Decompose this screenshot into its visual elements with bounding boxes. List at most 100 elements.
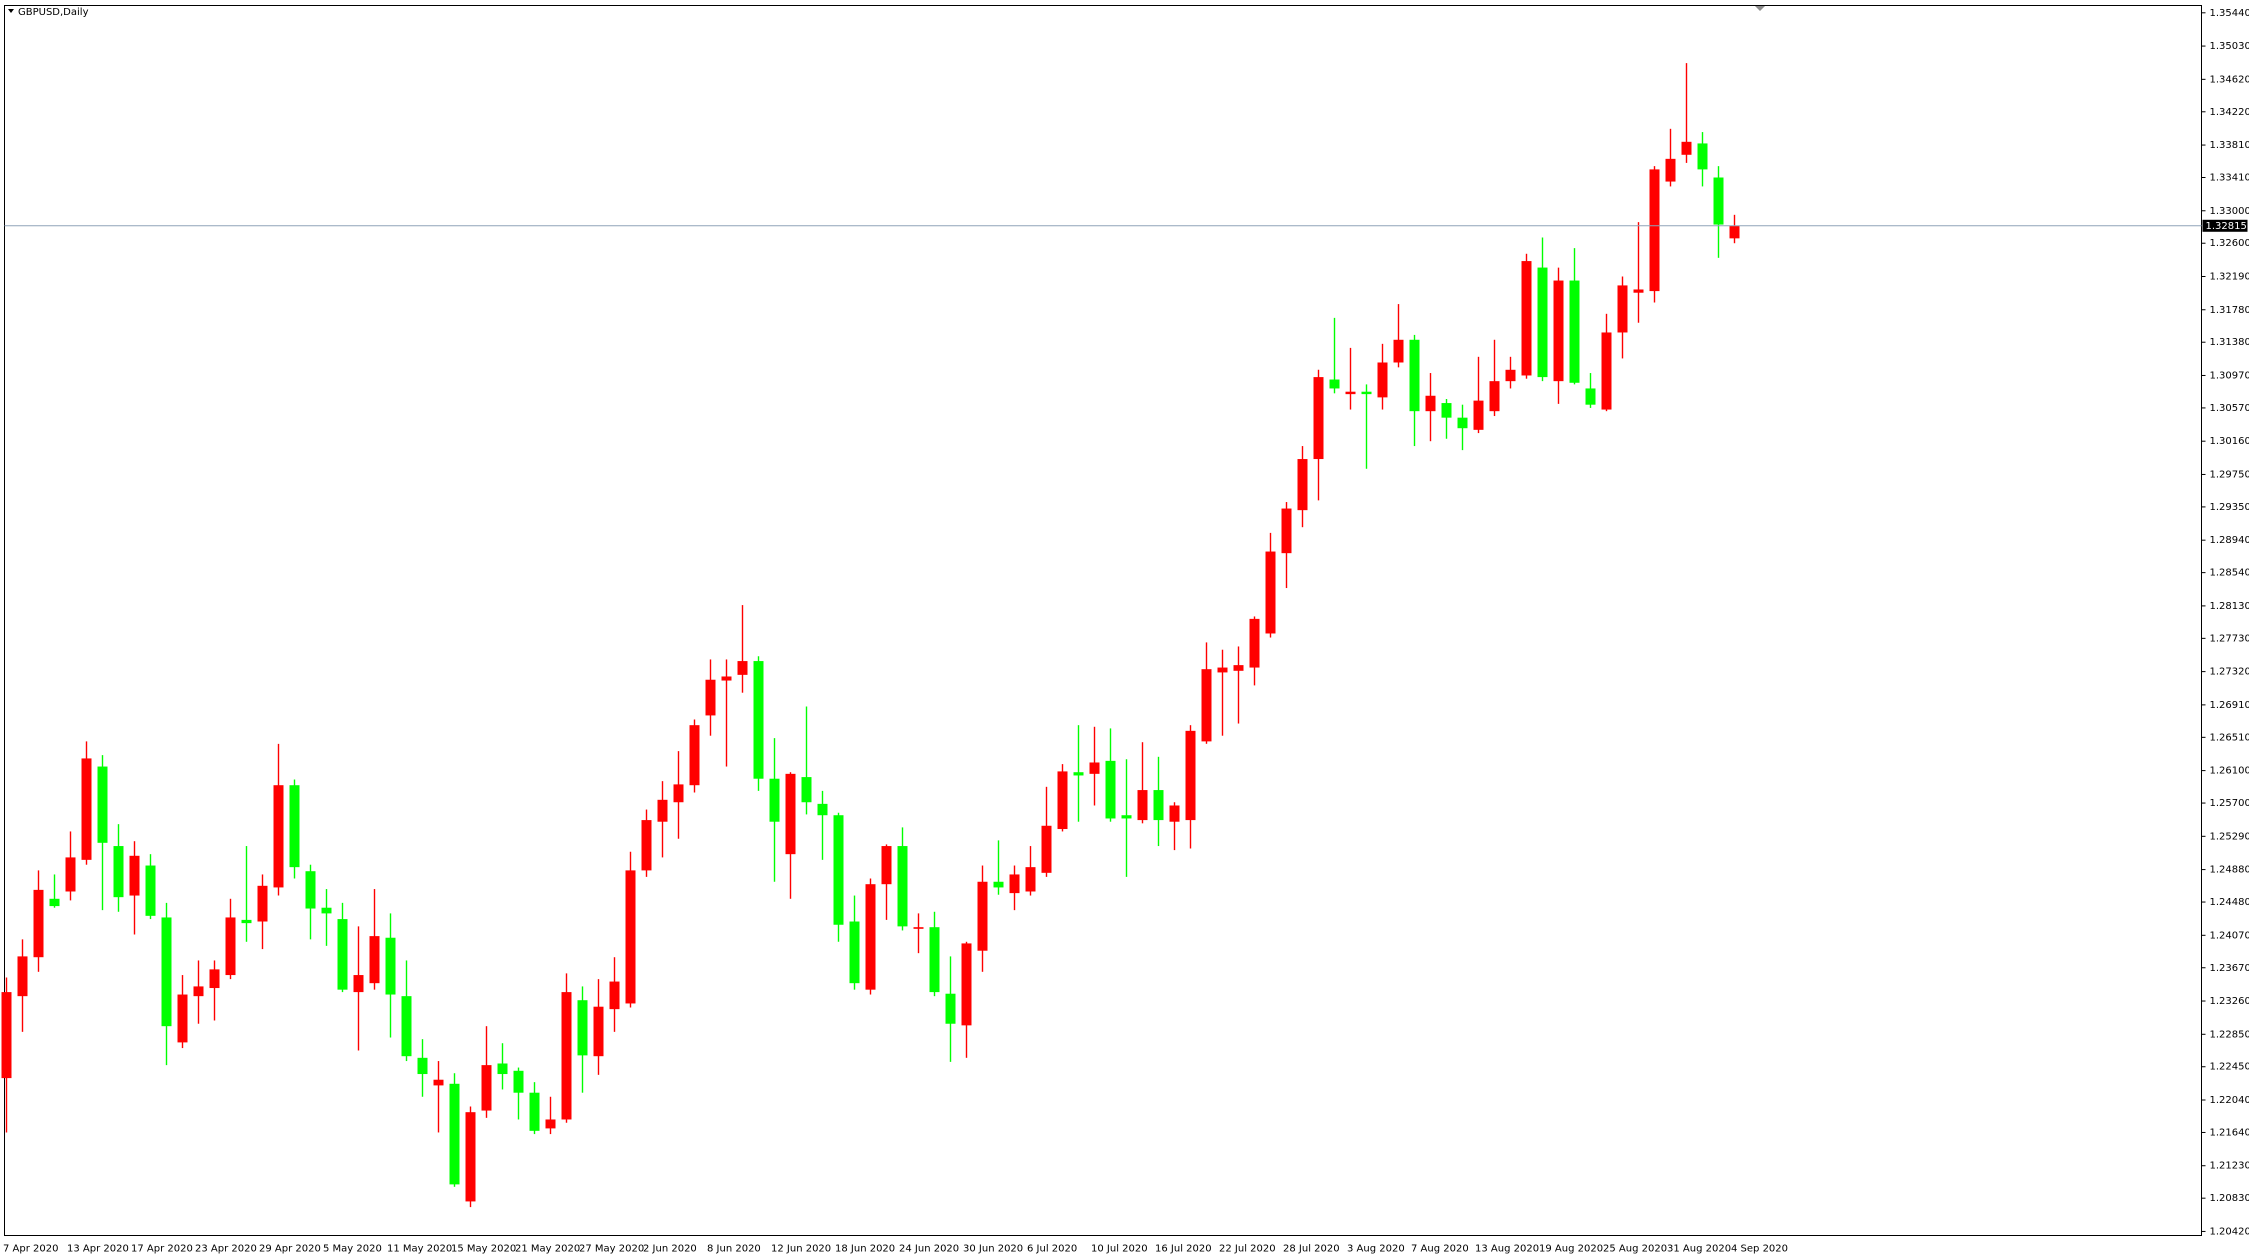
candle-body xyxy=(1041,825,1052,873)
candle-body xyxy=(273,785,284,888)
candle-body xyxy=(897,846,908,927)
x-tick-label: 15 May 2020 xyxy=(451,1244,516,1255)
price-label-box xyxy=(2202,219,2248,232)
y-tick-label: 1.28130 xyxy=(2210,601,2249,612)
candle-body xyxy=(833,815,844,925)
candle-body xyxy=(1057,771,1068,830)
candle-body xyxy=(209,969,220,989)
candle-body xyxy=(1297,459,1308,511)
chart-shift-marker[interactable] xyxy=(1755,6,1765,11)
candle-body xyxy=(1073,772,1084,776)
y-tick-label: 1.34220 xyxy=(2210,107,2249,118)
candle-body xyxy=(1473,400,1484,430)
candle-body xyxy=(977,881,988,951)
y-tick-label: 1.21230 xyxy=(2210,1161,2249,1172)
y-tick-label: 1.27320 xyxy=(2210,667,2249,678)
candle-body xyxy=(1441,403,1452,418)
candle-body xyxy=(497,1063,508,1075)
candle-body xyxy=(145,865,156,916)
candle-body xyxy=(1681,141,1692,155)
candle-body xyxy=(417,1057,428,1075)
y-tick-label: 1.31780 xyxy=(2210,305,2249,316)
candle-body xyxy=(369,936,380,984)
candle-body xyxy=(1553,280,1564,382)
candle-body xyxy=(993,881,1004,888)
x-tick-label: 8 Jun 2020 xyxy=(707,1244,761,1255)
candle-body xyxy=(513,1070,524,1093)
candle-body xyxy=(1617,285,1628,333)
candle-body xyxy=(849,921,860,984)
plot: 1.20420 1.20830 1.21230 1.21640 1.22040 1.224… xyxy=(1,8,2249,1255)
candle-body xyxy=(785,773,796,855)
candle-body xyxy=(1377,362,1388,398)
x-tick-label: 10 Jul 2020 xyxy=(1091,1244,1148,1255)
symbol-menu-arrow[interactable] xyxy=(8,9,14,13)
x-tick-label: 22 Jul 2020 xyxy=(1219,1244,1276,1255)
y-tick-label: 1.28940 xyxy=(2210,535,2249,546)
y-tick-label: 1.24070 xyxy=(2210,930,2249,941)
y-tick-label: 1.23670 xyxy=(2210,963,2249,974)
y-tick-label: 1.22850 xyxy=(2210,1029,2249,1040)
candle-body xyxy=(689,725,700,786)
candle-body xyxy=(577,1000,588,1056)
y-tick-label: 1.27730 xyxy=(2210,633,2249,644)
candle-body xyxy=(625,870,636,1004)
candle-body xyxy=(1137,790,1148,821)
candle-body xyxy=(1089,762,1100,774)
candle-body xyxy=(593,1006,604,1057)
x-tick-label: 17 Apr 2020 xyxy=(131,1244,193,1255)
candle-body xyxy=(1505,369,1516,382)
candle-body xyxy=(641,820,652,871)
candle-body xyxy=(961,943,972,1026)
x-tick-label: 19 Aug 2020 xyxy=(1539,1244,1603,1255)
candle-body xyxy=(1537,267,1548,378)
y-tick-label: 1.22450 xyxy=(2210,1062,2249,1073)
candle-body xyxy=(721,676,732,681)
y-tick-label: 1.33000 xyxy=(2210,206,2249,217)
y-tick-label: 1.25700 xyxy=(2210,798,2249,809)
candle-body xyxy=(129,855,140,896)
candle-body xyxy=(705,679,716,716)
candle-body xyxy=(1329,379,1340,389)
y-tick-label: 1.33810 xyxy=(2210,140,2249,151)
y-tick-label: 1.32190 xyxy=(2210,271,2249,282)
candle-body xyxy=(1425,395,1436,412)
y-tick-label: 1.31380 xyxy=(2210,337,2249,348)
candle-body xyxy=(337,919,348,990)
candle-body xyxy=(1713,177,1724,225)
candle-body xyxy=(241,919,252,924)
y-tick-label: 1.20420 xyxy=(2210,1226,2249,1237)
candle-body xyxy=(385,937,396,995)
candle-body xyxy=(1697,143,1708,170)
candle-body xyxy=(193,986,204,997)
candle-body xyxy=(289,785,300,868)
candle-body xyxy=(1665,158,1676,182)
candle-body xyxy=(1185,730,1196,821)
candle-body xyxy=(97,766,108,843)
candle-body xyxy=(545,1119,556,1129)
candle-body xyxy=(913,927,924,929)
candle-body xyxy=(753,661,764,779)
candle-body xyxy=(321,907,332,914)
candle-body xyxy=(449,1083,460,1185)
candle-body xyxy=(1313,377,1324,460)
candle-body xyxy=(305,871,316,909)
y-tick-label: 1.24880 xyxy=(2210,865,2249,876)
candle-body xyxy=(49,898,60,907)
candle-body xyxy=(561,992,572,1120)
candle-body xyxy=(1361,391,1372,395)
x-tick-label: 23 Apr 2020 xyxy=(195,1244,257,1255)
candle-body xyxy=(529,1092,540,1131)
candle-body xyxy=(1009,874,1020,894)
candle-body xyxy=(401,996,412,1057)
candle-body xyxy=(1649,169,1660,292)
x-tick-label: 16 Jul 2020 xyxy=(1155,1244,1212,1255)
candle-body xyxy=(353,975,364,993)
candle-body xyxy=(737,661,748,675)
x-tick-label: 30 Jun 2020 xyxy=(963,1244,1023,1255)
candle-body xyxy=(817,803,828,816)
x-tick-label: 6 Jul 2020 xyxy=(1027,1244,1077,1255)
candle-body xyxy=(1217,667,1228,673)
